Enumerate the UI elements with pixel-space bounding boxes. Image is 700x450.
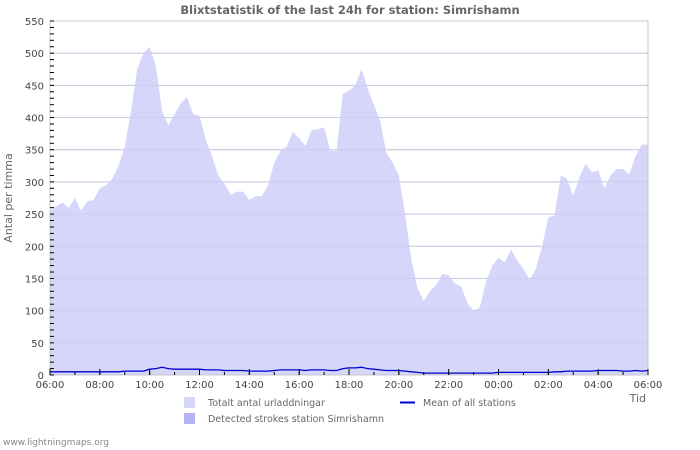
y-tick-label: 500: [25, 49, 44, 60]
y-tick-label: 100: [25, 307, 44, 318]
legend-label: Mean of all stations: [423, 398, 516, 409]
x-axis-ticks: 06:00 08:00 10:00 12:00 14:00 16:00 18:00 20:00…: [36, 369, 663, 391]
y-tick-label: 400: [25, 114, 44, 125]
legend-swatch: [184, 413, 195, 424]
total-discharges-area: [50, 46, 648, 375]
y-tick-label: 0: [38, 371, 44, 382]
x-tick-label: 12:00: [185, 380, 214, 391]
x-tick-label: 16:00: [285, 380, 314, 391]
x-tick-label: 08:00: [85, 380, 114, 391]
x-tick-label: 22:00: [434, 380, 463, 391]
x-tick-label: 06:00: [36, 380, 65, 391]
legend-label: Detected strokes station Simrishamn: [208, 414, 384, 425]
x-tick-label: 04:00: [584, 380, 613, 391]
legend: Totalt antal urladdningar Detected stroke…: [184, 397, 516, 425]
legend-item: Detected strokes station Simrishamn: [184, 413, 384, 425]
x-tick-label: 14:00: [235, 380, 264, 391]
y-tick-label: 550: [25, 17, 44, 28]
y-axis-label: Antal per timma: [2, 153, 15, 242]
chart-title: Blixtstatistik of the last 24h for stati…: [180, 3, 520, 17]
x-tick-label: 06:00: [634, 380, 663, 391]
y-tick-label: 250: [25, 210, 44, 221]
y-tick-label: 200: [25, 242, 44, 253]
y-tick-label: 150: [25, 274, 44, 285]
legend-swatch: [184, 397, 195, 408]
x-tick-label: 18:00: [335, 380, 364, 391]
x-tick-label: 10:00: [135, 380, 164, 391]
legend-item: Totalt antal urladdningar: [184, 397, 325, 409]
legend-item: Mean of all stations: [400, 398, 516, 409]
data-areas: [50, 20, 649, 375]
x-tick-label: 02:00: [534, 380, 563, 391]
x-axis-label: Tid: [629, 392, 646, 405]
y-tick-label: 50: [31, 339, 44, 350]
y-axis-ticks: 0 50 100 150 200 250 300 350 400 450 500 550: [25, 17, 54, 382]
credit-link[interactable]: www.lightningmaps.org: [3, 438, 109, 448]
y-tick-label: 300: [25, 178, 44, 189]
x-tick-label: 00:00: [484, 380, 513, 391]
x-tick-label: 20:00: [384, 380, 413, 391]
legend-label: Totalt antal urladdningar: [207, 398, 325, 409]
y-tick-label: 350: [25, 146, 44, 157]
y-tick-label: 450: [25, 81, 44, 92]
